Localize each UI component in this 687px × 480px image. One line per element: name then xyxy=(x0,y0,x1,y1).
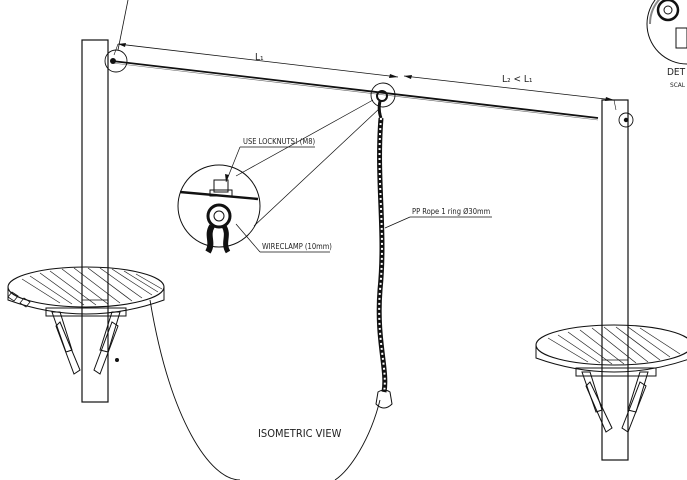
rope-leader xyxy=(384,216,492,229)
detail-label: DET xyxy=(667,67,686,78)
dim-l2-label: L₂ < L₁ xyxy=(502,74,533,85)
wireclamp-leader xyxy=(235,223,330,253)
right-post xyxy=(601,99,629,461)
wireclamp-note: WIRECLAMP (10mm) xyxy=(262,242,332,251)
left-post xyxy=(81,39,109,403)
right-platform xyxy=(535,324,687,433)
steel-cable xyxy=(111,60,599,121)
swing-arc xyxy=(149,299,381,480)
rope-note: PP Rope 1 ring Ø30mm xyxy=(412,207,490,216)
locknuts-note: USE LOCKNUTS! (M8) xyxy=(243,137,316,146)
left-platform xyxy=(7,266,165,375)
left-anchor-bolt xyxy=(110,58,116,64)
locknuts-leader xyxy=(225,146,315,183)
dim-l1-label: L₁ xyxy=(255,52,264,63)
dimension-l1 xyxy=(113,43,399,78)
scale-label: SCAL xyxy=(670,81,686,89)
right-anchor-circle xyxy=(618,112,634,128)
detail-callout xyxy=(177,99,381,254)
detail-view-circle xyxy=(646,0,687,65)
isometric-view-title: ISOMETRIC VIEW xyxy=(258,427,342,440)
right-anchor-bolt xyxy=(623,117,629,123)
dimension-l2 xyxy=(403,75,617,111)
swing-rope xyxy=(370,82,396,409)
